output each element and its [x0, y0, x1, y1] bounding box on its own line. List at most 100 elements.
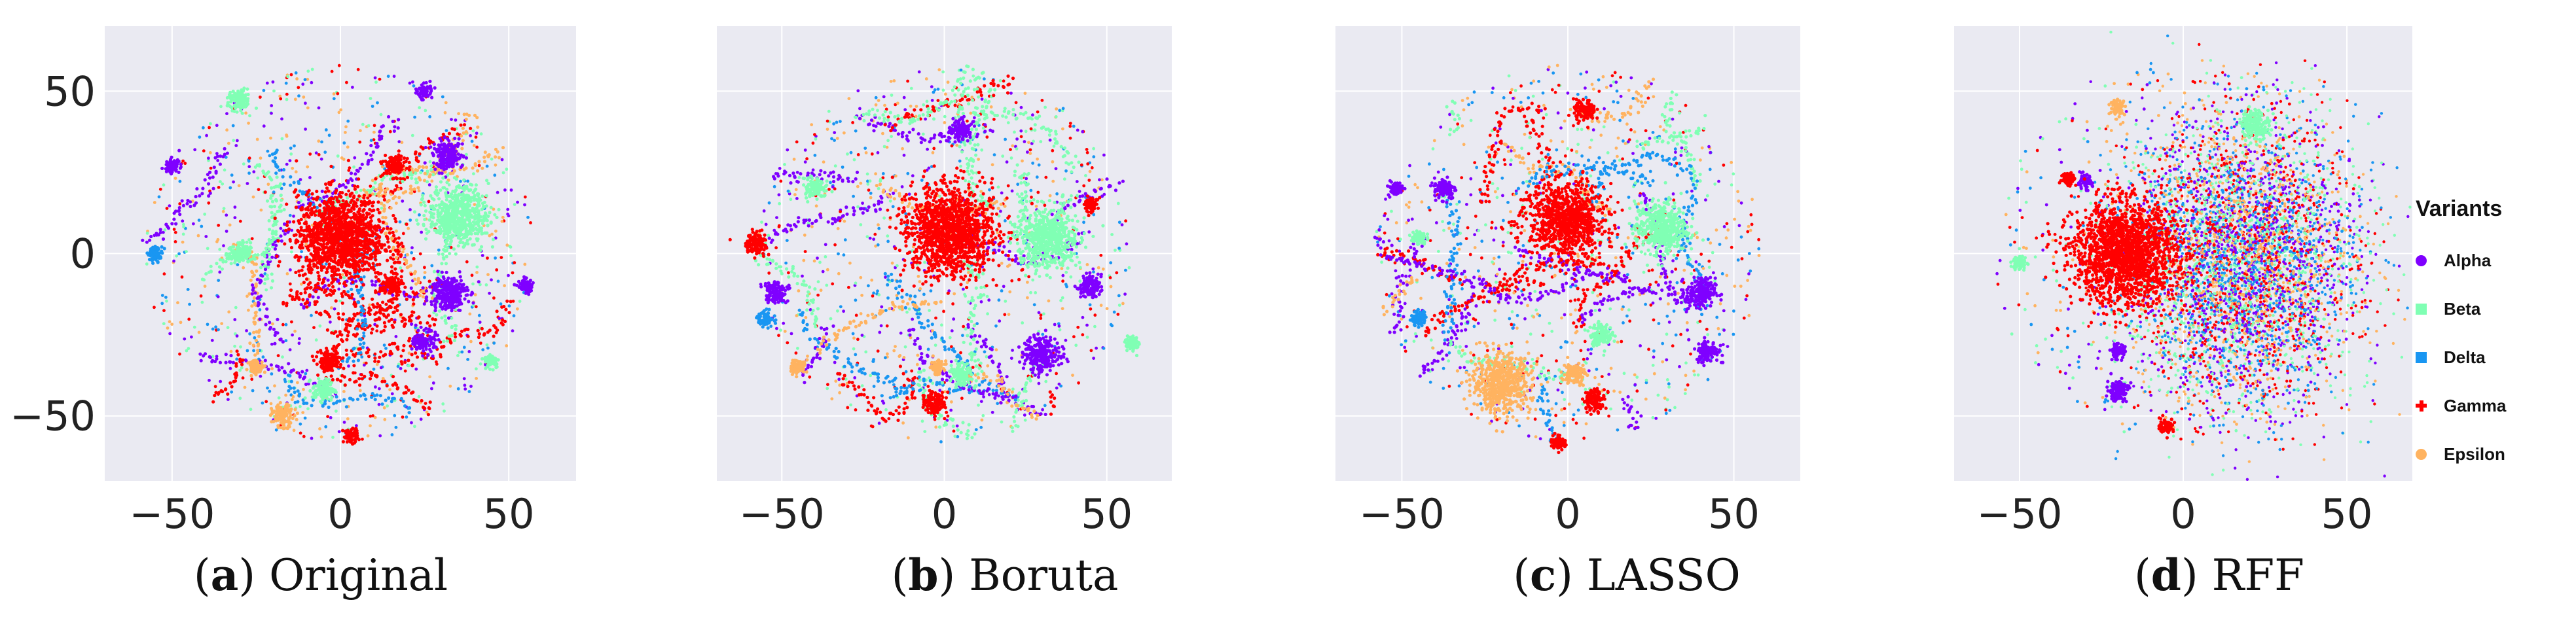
point-gamma: [375, 329, 379, 333]
point-gamma: [250, 237, 254, 241]
point-epsilon: [473, 203, 477, 206]
point-epsilon: [423, 271, 427, 274]
point-epsilon: [417, 176, 421, 180]
point-gamma: [492, 296, 496, 300]
point-delta: [280, 186, 283, 190]
point-gamma: [354, 334, 357, 338]
point-delta: [284, 339, 288, 343]
point-alpha: [342, 421, 346, 424]
point-gamma: [503, 319, 507, 323]
point-beta: [270, 211, 274, 215]
point-delta: [283, 379, 287, 383]
point-delta: [310, 313, 313, 317]
point-alpha: [416, 345, 420, 349]
point-alpha: [177, 205, 181, 210]
point-alpha: [431, 342, 436, 345]
point-beta: [448, 251, 452, 256]
point-delta: [296, 389, 300, 393]
point-alpha: [520, 279, 524, 283]
point-beta: [433, 192, 438, 196]
point-gamma: [345, 353, 349, 357]
point-gamma: [486, 256, 489, 260]
point-gamma: [374, 258, 378, 262]
point-alpha: [172, 217, 176, 221]
point-alpha: [447, 165, 451, 169]
point-epsilon: [254, 310, 258, 314]
point-alpha: [149, 234, 153, 239]
point-alpha: [245, 182, 249, 185]
point-beta: [437, 309, 442, 313]
point-epsilon: [473, 293, 477, 296]
point-delta: [327, 405, 331, 410]
point-epsilon: [284, 393, 287, 397]
point-epsilon: [483, 150, 487, 154]
point-epsilon: [337, 111, 341, 114]
point-beta: [469, 188, 473, 192]
point-gamma: [391, 213, 395, 218]
point-alpha: [210, 360, 214, 364]
point-delta: [430, 264, 434, 268]
point-beta: [285, 97, 289, 101]
point-gamma: [294, 233, 298, 237]
point-delta: [298, 189, 302, 193]
point-gamma: [470, 273, 474, 277]
point-delta: [270, 372, 274, 376]
point-gamma: [371, 297, 374, 301]
point-beta: [436, 191, 441, 195]
point-beta: [262, 251, 266, 255]
point-alpha: [271, 242, 275, 247]
point-epsilon: [459, 134, 463, 138]
point-delta: [217, 328, 220, 332]
point-gamma: [344, 292, 348, 296]
point-beta: [490, 157, 494, 161]
point-delta: [493, 173, 497, 177]
point-epsilon: [153, 201, 156, 204]
point-alpha: [428, 347, 432, 351]
point-delta: [324, 262, 328, 266]
point-epsilon: [291, 395, 295, 398]
point-beta: [299, 405, 302, 408]
panel-a: −50 0 50 −50 0 50 (a) Original: [0, 0, 642, 632]
point-beta: [443, 409, 446, 413]
point-epsilon: [417, 189, 421, 193]
point-beta: [495, 215, 499, 219]
point-gamma: [362, 196, 366, 200]
point-gamma: [230, 385, 234, 389]
point-beta: [448, 243, 452, 247]
point-beta: [429, 194, 433, 198]
point-epsilon: [382, 406, 386, 410]
point-alpha: [273, 342, 277, 345]
point-delta: [466, 358, 469, 361]
point-gamma: [342, 289, 346, 294]
point-gamma: [241, 358, 245, 362]
point-epsilon: [346, 417, 350, 421]
point-beta: [463, 220, 467, 224]
point-beta: [204, 272, 208, 276]
point-gamma: [405, 297, 409, 301]
point-alpha: [456, 141, 460, 145]
point-gamma: [316, 281, 320, 285]
point-beta: [462, 187, 466, 191]
point-beta: [235, 104, 239, 108]
point-beta: [436, 229, 440, 233]
point-gamma: [300, 240, 304, 244]
point-alpha: [461, 289, 465, 293]
point-alpha: [506, 207, 510, 211]
point-alpha: [500, 158, 504, 162]
point-delta: [200, 224, 204, 228]
point-beta: [479, 283, 482, 287]
point-alpha: [326, 278, 330, 282]
point-beta: [433, 223, 437, 227]
point-alpha: [437, 338, 441, 342]
point-delta: [359, 294, 363, 298]
point-alpha: [231, 360, 236, 364]
point-alpha: [399, 366, 403, 370]
point-gamma: [372, 208, 376, 212]
point-epsilon: [391, 247, 395, 252]
point-gamma: [321, 277, 325, 281]
point-alpha: [273, 247, 277, 251]
point-epsilon: [373, 415, 377, 419]
point-gamma: [372, 251, 376, 255]
point-alpha: [446, 143, 450, 147]
point-beta: [162, 322, 166, 326]
